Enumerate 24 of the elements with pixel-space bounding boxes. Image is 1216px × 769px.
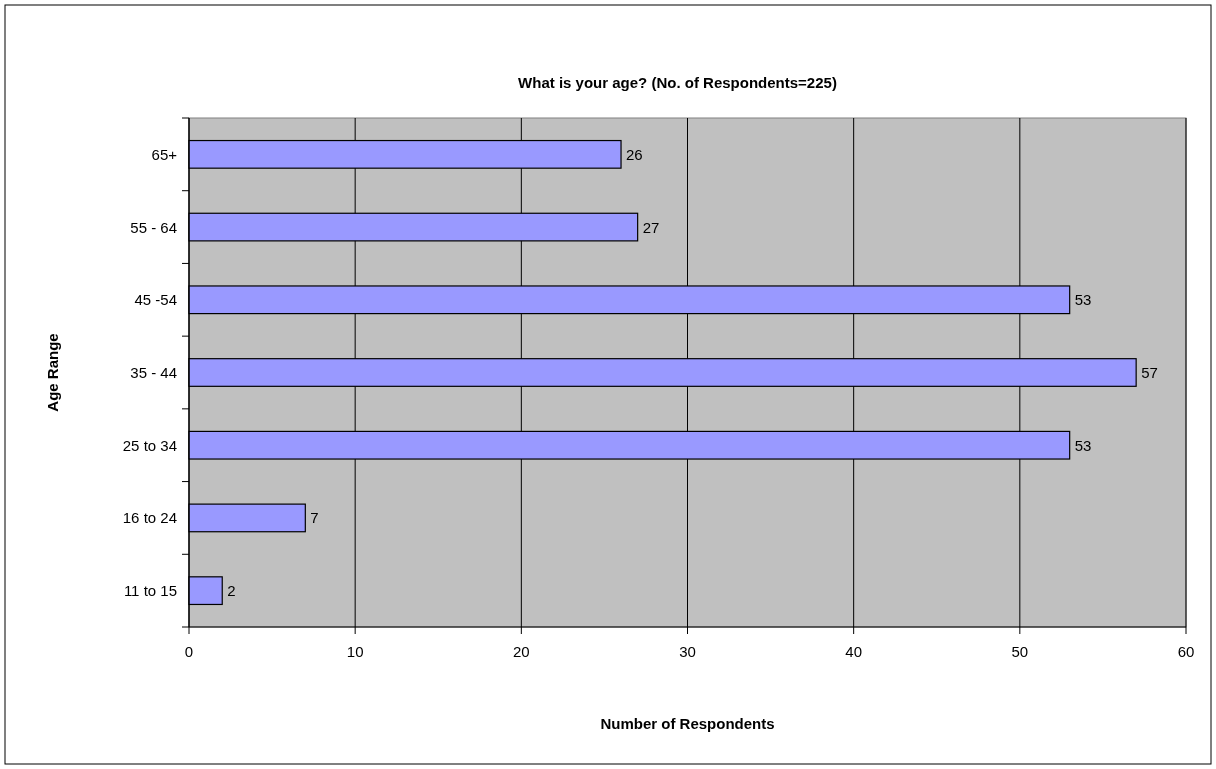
data-label: 7 [310, 509, 319, 527]
y-tick-label: 65+ [151, 145, 178, 163]
chart-title: What is your age? (No. of Respondents=225) [518, 74, 837, 91]
data-label: 53 [1074, 291, 1092, 309]
data-label: 2 [227, 582, 236, 600]
data-label: 57 [1141, 364, 1158, 381]
x-tick-label: 60 [1177, 643, 1195, 660]
data-label: 53 [1074, 436, 1092, 454]
data-label: 26 [626, 145, 643, 163]
y-tick-label: 55 - 64 [130, 218, 177, 236]
data-label: 27 [642, 218, 660, 236]
y-axis-title: Age Range [44, 333, 61, 412]
y-tick-label: 11 to 15 [123, 582, 177, 600]
y-tick-label: 35 - 44 [130, 364, 177, 381]
y-tick-label: 25 to 34 [122, 436, 177, 454]
y-tick-label: 45 -54 [134, 291, 177, 309]
x-axis-title: Number of Respondents [600, 715, 775, 732]
x-tick-label: 20 [512, 643, 530, 660]
x-tick-label: 0 [184, 643, 194, 660]
x-tick-label: 30 [679, 643, 696, 660]
x-tick-label: 40 [845, 643, 863, 660]
y-tick-label: 16 to 24 [122, 509, 177, 527]
x-tick-label: 50 [1011, 643, 1029, 660]
x-tick-label: 10 [346, 643, 364, 660]
